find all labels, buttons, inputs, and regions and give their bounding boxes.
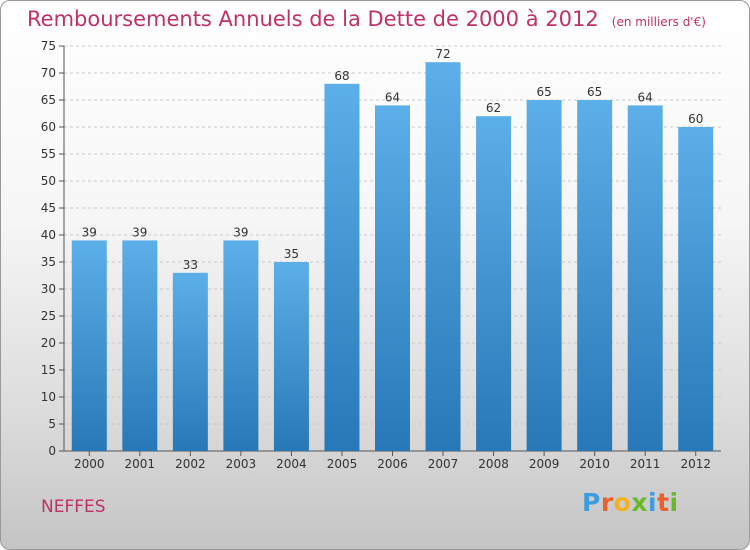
proxiti-logo: Proxiti	[582, 488, 679, 517]
bar-2011	[627, 105, 663, 452]
bar-value-label: 39	[132, 225, 147, 239]
bar-value-labels: 39 39 33 39 35 68 64 72 62 65 65 64 60	[82, 47, 704, 272]
x-tick-label: 2004	[276, 457, 307, 471]
x-tick-label: 2009	[529, 457, 560, 471]
y-tick-label: 20	[41, 336, 56, 350]
bar-2006	[375, 105, 410, 452]
logo-letter: i	[669, 488, 679, 517]
x-tick-label: 2001	[125, 457, 156, 471]
y-tick-label: 60	[41, 120, 56, 134]
commune-name: NEFFES	[41, 497, 106, 517]
x-tick-label: 2008	[478, 457, 509, 471]
y-tick-label: 0	[48, 444, 56, 458]
logo-letter: t	[657, 488, 670, 517]
y-tick-label: 65	[41, 93, 56, 107]
bar-value-label: 35	[284, 247, 299, 261]
y-tick-label: 55	[41, 147, 56, 161]
bar-2009	[526, 100, 562, 451]
bar-2007	[425, 62, 461, 451]
y-tick-label: 70	[41, 66, 56, 80]
y-tick-label: 35	[41, 255, 56, 269]
y-axis: 0 5 10 15 20 25 30 35 40 45 50 55 60 65 70 75	[41, 39, 65, 458]
chart-title-text: Remboursements Annuels de la Dette de 20…	[27, 7, 599, 31]
y-tick-label: 25	[41, 309, 56, 323]
bar-value-label: 72	[435, 47, 450, 61]
x-tick-label: 2002	[175, 457, 206, 471]
logo-letter: x	[631, 488, 648, 517]
y-tick-label: 50	[41, 174, 56, 188]
bar-2012	[678, 127, 714, 451]
y-tick-label: 75	[41, 39, 56, 53]
bar-value-label: 39	[233, 225, 248, 239]
bar-2000	[71, 240, 107, 451]
logo-letter: o	[613, 488, 632, 517]
y-tick-label: 15	[41, 363, 56, 377]
bars	[71, 62, 714, 452]
x-tick-label: 2010	[579, 457, 610, 471]
bar-value-label: 39	[82, 225, 97, 239]
x-tick-label: 2012	[680, 457, 711, 471]
bar-value-label: 33	[183, 258, 198, 272]
bar-2001	[122, 240, 158, 451]
bar-2002	[172, 272, 208, 451]
chart-title: Remboursements Annuels de la Dette de 20…	[27, 7, 706, 31]
bar-value-label: 64	[638, 90, 653, 104]
bar-value-label: 60	[688, 112, 703, 126]
bar-value-label: 62	[486, 101, 501, 115]
bar-value-label: 65	[587, 85, 602, 99]
bar-2010	[577, 100, 613, 451]
logo-letter: i	[648, 488, 658, 517]
logo-letter: r	[600, 488, 614, 517]
x-tick-label: 2007	[428, 457, 459, 471]
y-tick-label: 30	[41, 282, 56, 296]
logo-letter: P	[582, 488, 601, 517]
y-tick-label: 45	[41, 201, 56, 215]
bar-2005	[324, 83, 360, 452]
bar-2008	[476, 116, 512, 451]
x-tick-label: 2003	[226, 457, 257, 471]
bar-value-label: 65	[536, 85, 551, 99]
y-tick-label: 40	[41, 228, 56, 242]
x-tick-label: 2000	[74, 457, 105, 471]
bar-2004	[273, 262, 309, 451]
x-tick-label: 2006	[377, 457, 408, 471]
y-tick-label: 5	[48, 417, 56, 431]
x-tick-label: 2005	[327, 457, 358, 471]
bar-value-label: 64	[385, 90, 400, 104]
bar-value-label: 68	[334, 69, 349, 83]
x-axis: 2000 2001 2002 2003 2004 2005 2006 2007 2008 2009…	[64, 450, 721, 471]
x-tick-label: 2011	[630, 457, 661, 471]
chart-unit: (en milliers d'€)	[611, 15, 706, 29]
y-tick-label: 10	[41, 390, 56, 404]
bar-2003	[223, 240, 259, 451]
